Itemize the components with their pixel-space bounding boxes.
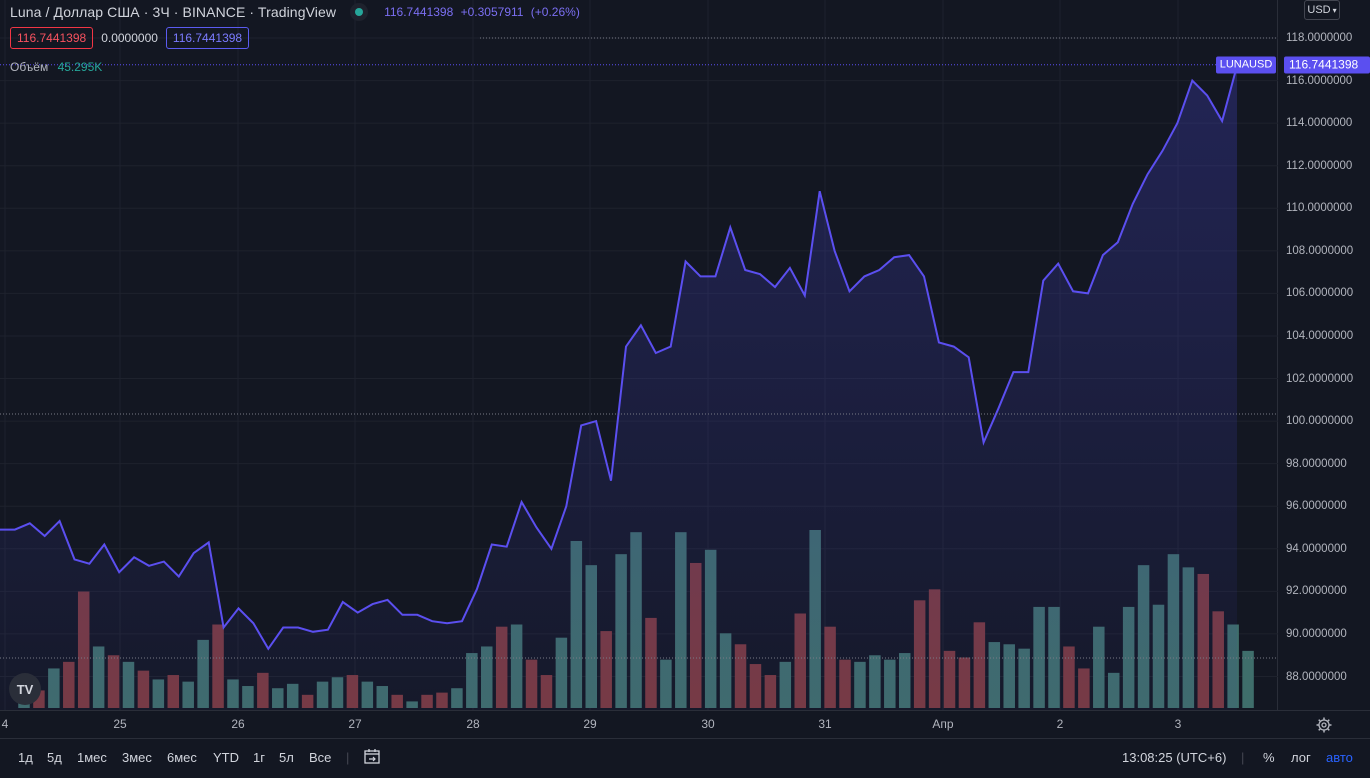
- buy-button[interactable]: 116.7441398: [165, 27, 250, 49]
- price-tick-label: 106.0000000: [1286, 287, 1354, 300]
- quote-row: 116.7441398 0.0000000 116.7441398: [10, 27, 250, 49]
- divider: |: [346, 750, 350, 765]
- time-tick-label: 25: [113, 717, 127, 731]
- current-price-tag: 116.7441398: [1284, 56, 1370, 74]
- time-scale[interactable]: 4 25 26 27 28 29 30 31 Апр 2 3: [0, 710, 1278, 738]
- time-tick-label: 31: [818, 717, 832, 731]
- range-1d[interactable]: 1д: [18, 750, 33, 765]
- sell-button[interactable]: 116.7441398: [10, 27, 94, 49]
- price-tick-label: 112.0000000: [1286, 159, 1353, 172]
- price-tick-label: 116.0000000: [1286, 74, 1353, 87]
- price-tick-label: 110.0000000: [1286, 202, 1353, 215]
- range-1m[interactable]: 1мес: [77, 750, 107, 765]
- gear-icon[interactable]: [1316, 717, 1332, 733]
- last-price: 116.7441398: [384, 5, 454, 19]
- range-3m[interactable]: 3мес: [122, 750, 152, 765]
- range-6m[interactable]: 6мес: [167, 750, 197, 765]
- price-scale[interactable]: USD ▾ 118.0000000 116.0000000 114.0000000 1…: [1278, 0, 1370, 710]
- market-status-icon[interactable]: [350, 3, 369, 21]
- calendar-range-icon[interactable]: [363, 748, 381, 769]
- range-ytd[interactable]: YTD: [213, 750, 239, 765]
- currency-selector[interactable]: USD ▾: [1304, 0, 1340, 20]
- volume-label: Объём: [10, 60, 49, 74]
- scale-settings[interactable]: [1278, 710, 1370, 738]
- tradingview-logo-icon[interactable]: TV: [9, 673, 41, 705]
- auto-toggle[interactable]: авто: [1326, 750, 1353, 765]
- price-tick-label: 100.0000000: [1286, 415, 1354, 428]
- price-tick-label: 88.0000000: [1286, 670, 1347, 683]
- time-tick-label: 27: [348, 717, 362, 731]
- time-tick-label: 28: [466, 717, 480, 731]
- symbol-price-tag: LUNAUSD: [1216, 56, 1276, 74]
- price-tick-label: 114.0000000: [1286, 117, 1353, 130]
- volume-legend: Объём 45.295K: [10, 60, 102, 74]
- price-tick-label: 102.0000000: [1286, 372, 1354, 385]
- chart-legend: Luna / Доллар США · 3Ч · BINANCE · Tradi…: [10, 3, 584, 21]
- spread-value: 0.0000000: [101, 31, 158, 45]
- price-tick-label: 96.0000000: [1286, 500, 1347, 513]
- price-tick-label: 118.0000000: [1286, 32, 1353, 44]
- price-tick-label: 92.0000000: [1286, 585, 1347, 598]
- volume-value: 45.295K: [57, 60, 103, 74]
- price-change-pct: (+0.26%): [530, 5, 580, 19]
- log-toggle[interactable]: лог: [1291, 750, 1311, 765]
- price-tick-label: 108.0000000: [1286, 244, 1354, 257]
- percent-toggle[interactable]: %: [1263, 750, 1275, 765]
- range-1y[interactable]: 1г: [253, 750, 265, 765]
- chevron-down-icon: ▾: [1332, 5, 1337, 15]
- price-area-fill: [0, 65, 1237, 710]
- symbol-title[interactable]: Luna / Доллар США · 3Ч · BINANCE · Tradi…: [10, 4, 337, 20]
- time-tick-label: 3: [1174, 717, 1182, 731]
- price-tick-label: 98.0000000: [1286, 457, 1347, 470]
- time-tick-label: 29: [583, 717, 597, 731]
- time-tick-label: 26: [231, 717, 245, 731]
- range-5d[interactable]: 5д: [47, 750, 62, 765]
- bottom-toolbar: 1д 5д 1мес 3мес 6мес YTD 1г 5л Все | 13:…: [0, 738, 1370, 778]
- price-tick-label: 94.0000000: [1286, 542, 1347, 555]
- clock[interactable]: 13:08:25 (UTC+6): [1122, 750, 1227, 765]
- price-tick-label: 104.0000000: [1286, 329, 1354, 342]
- chart-pane[interactable]: Luna / Доллар США · 3Ч · BINANCE · Tradi…: [0, 0, 1278, 710]
- range-5y[interactable]: 5л: [279, 750, 294, 765]
- price-chart[interactable]: [0, 0, 1278, 710]
- range-all[interactable]: Все: [309, 750, 332, 765]
- price-change: +0.3057911: [460, 5, 524, 19]
- volume-bar: [1242, 650, 1254, 708]
- time-tick-label: Апр: [932, 717, 954, 731]
- time-tick-label: 30: [701, 717, 715, 731]
- time-tick-label: 2: [1056, 717, 1064, 731]
- price-tick-label: 90.0000000: [1286, 627, 1347, 640]
- time-tick-label: 4: [1, 717, 9, 731]
- divider: |: [1241, 750, 1245, 765]
